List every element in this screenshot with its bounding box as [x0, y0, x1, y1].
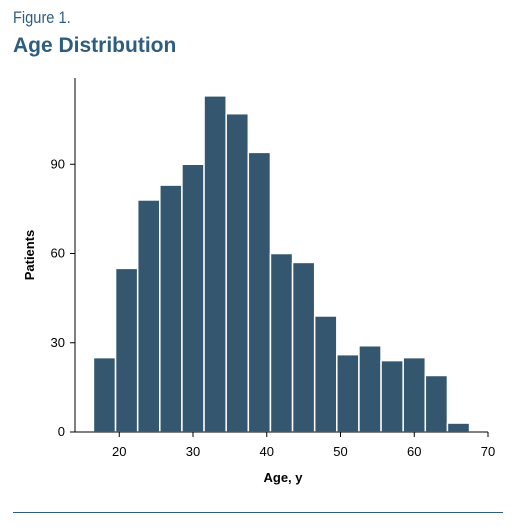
histogram-bar: [159, 184, 183, 433]
histogram-bar: [247, 151, 272, 433]
histogram-bar: [269, 252, 294, 433]
histogram-bar: [225, 112, 250, 433]
histogram-bar: [424, 374, 449, 433]
histogram-bar: [291, 261, 316, 433]
y-tick-label: 0: [58, 424, 65, 439]
histogram-bar: [446, 422, 471, 433]
histogram-bar: [136, 199, 161, 433]
x-tick-label: 70: [481, 444, 495, 459]
x-axis-label: Age, y: [263, 470, 303, 485]
histogram-bar: [358, 344, 382, 433]
x-tick-label: 50: [333, 444, 347, 459]
y-tick-label: 60: [51, 246, 65, 261]
bottom-divider: [13, 512, 503, 513]
x-tick-label: 20: [112, 444, 126, 459]
figure-title: Age Distribution: [13, 34, 177, 57]
histogram-bar: [336, 353, 360, 433]
histogram-bar: [402, 356, 427, 433]
x-tick-label: 60: [407, 444, 421, 459]
y-tick-label: 90: [51, 156, 65, 171]
chart-axes: 0 30 60 90 20 30 40 50 60 70: [51, 78, 495, 459]
x-tick-label: 30: [186, 444, 200, 459]
histogram-bars: [92, 95, 471, 433]
histogram-bar: [313, 315, 338, 433]
histogram-bar: [203, 95, 227, 433]
histogram-bar: [181, 163, 205, 433]
histogram-bar: [380, 359, 404, 433]
y-axis-label: Patients: [22, 230, 37, 281]
histogram-bar: [92, 356, 117, 433]
histogram-bar: [114, 267, 139, 433]
y-tick-label: 30: [51, 335, 65, 350]
x-tick-label: 40: [260, 444, 274, 459]
figure-label: Figure 1.: [13, 8, 71, 27]
